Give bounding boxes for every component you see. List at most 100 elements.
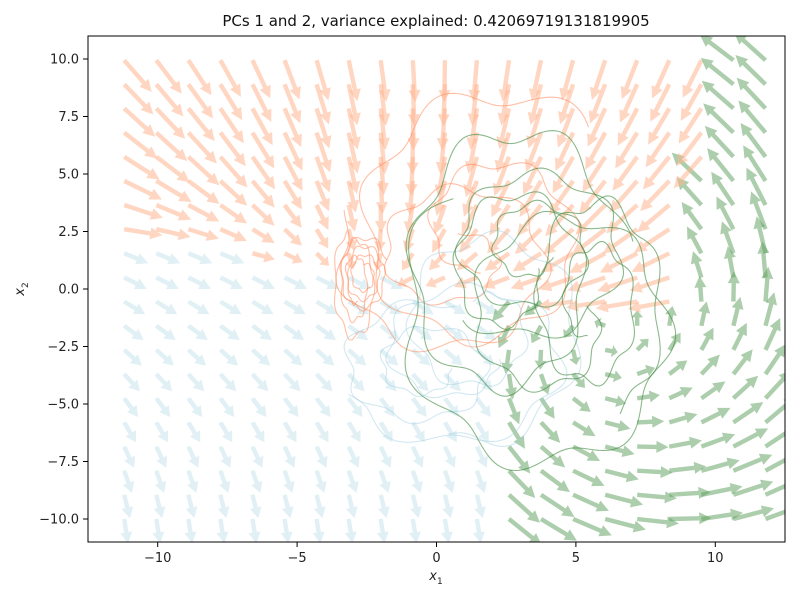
quiver-arrow-shape [315,251,330,266]
x-axis-title-sub: 1 [437,577,443,587]
quiver-arrow-green [594,317,607,329]
quiver-arrow-shape [122,106,156,137]
quiver-arrow-green [636,516,679,529]
quiver-arrow-shape [665,305,677,327]
quiver-arrow-green [492,300,511,322]
quiver-arrow-shape [154,372,173,392]
quiver-arrow-shape [668,411,698,425]
quiver-arrow-shape [492,300,511,322]
quiver-arrow-shape [154,469,167,494]
quiver-arrow-orange [650,83,672,122]
quiver-arrow-shape [687,226,704,255]
quiver-arrow-shape [155,251,181,265]
quiver-arrow-shape [432,204,447,235]
quiver-arrow-blue [187,299,210,315]
quiver-arrow-orange [187,203,220,222]
quiver-arrow-blue [411,372,429,392]
quiver-arrow-shape [219,299,242,315]
quiver-arrow-shape [314,228,329,249]
quiver-arrow-green [637,415,665,428]
quiver-arrow-shape [743,145,768,183]
quiver-arrow-orange [408,60,421,103]
quiver-arrow-shape [763,318,781,351]
quiver-arrow-shape [314,445,328,468]
quiver-arrow-shape [411,396,427,417]
quiver-arrow-shape [122,324,144,341]
quiver-arrow-blue [474,469,487,494]
quiver-arrow-shape [250,83,272,122]
trajectory-orange [335,183,552,353]
quiver-arrow-shape [410,421,425,443]
quiver-arrow-green [572,492,609,512]
quiver-arrow-shape [378,445,392,468]
quiver-arrow-shape [218,445,232,468]
quiver-arrow-shape [699,36,735,62]
quiver-arrow-blue [187,251,213,265]
quiver-arrow-shape [700,432,736,449]
quiver-arrow-green [539,468,570,493]
quiver-arrow-green [604,420,631,432]
quiver-arrow-shape [620,59,640,100]
quiver-arrow-blue [474,445,488,468]
quiver-arrow-shape [669,486,711,499]
quiver-arrow-orange [373,229,386,252]
x-axis-title-main: x [428,569,437,584]
quiver-arrow-shape [123,275,147,290]
quiver-arrow-shape [732,453,773,473]
quiver-arrow-shape [732,402,764,425]
quiver-arrow-shape [764,423,785,449]
quiver-arrow-shape [378,396,395,417]
quiver-arrow-orange [405,156,418,197]
quiver-arrow-orange [438,60,451,103]
x-axis-title: x1 [428,569,442,587]
quiver-arrow-orange [615,131,640,169]
quiver-arrow-shape [442,494,454,519]
quiver-arrow-orange [489,203,511,236]
trajectory-green [404,198,677,472]
quiver-arrow-shape [379,372,397,392]
quiver-arrow-shape [740,123,768,159]
quiver-arrow-orange [219,227,247,242]
quiver-arrow-shape [282,131,303,171]
quiver-arrow-green [636,390,660,403]
quiver-arrow-shape [612,155,639,191]
quiver-arrow-orange [219,203,247,224]
quiver-arrow-orange [582,155,608,193]
quiver-arrow-blue [250,396,267,417]
quiver-arrow-green [743,145,768,183]
quiver-arrow-shape [582,155,608,193]
quiver-arrow-shape [595,299,638,313]
quiver-arrow-blue [251,299,274,315]
quiver-arrow-shape [637,440,669,453]
quiver-arrow-green [711,171,736,207]
quiver-arrow-shape [453,275,478,289]
quiver-arrow-shape [314,59,331,101]
quiver-arrow-orange [510,275,542,291]
quiver-arrow-orange [648,107,672,145]
quiver-arrow-blue [282,396,299,417]
quiver-arrow-shape [463,156,480,198]
quiver-arrow-green [668,386,693,401]
quiver-arrow-orange [282,155,303,191]
quiver-arrow-blue [344,518,357,542]
quiver-arrow-green [732,402,764,425]
quiver-arrow-shape [512,251,543,272]
quiver-arrow-shape [346,180,360,213]
quiver-arrow-shape [346,107,361,150]
quiver-arrow-shape [187,299,210,315]
quiver-arrow-green [763,344,785,376]
quiver-arrow-green [716,196,736,231]
quiver-arrow-orange [631,251,671,272]
quiver-arrow-shape [720,221,736,255]
quiver-arrow-shape [763,344,785,376]
quiver-arrow-orange [619,83,640,123]
quiver-arrow-blue [154,396,171,417]
quiver-arrow-shape [571,420,596,437]
quiver-arrow-orange [524,131,544,172]
quiver-arrow-shape [378,494,390,519]
trajectory-green [533,195,661,415]
quiver-arrow-orange [461,204,479,236]
quiver-arrow-orange [123,227,163,240]
quiver-arrow-blue [410,421,425,443]
quiver-arrow-green [604,492,644,508]
